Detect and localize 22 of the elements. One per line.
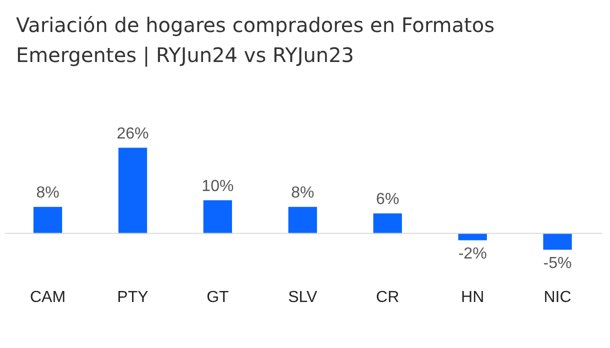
data-label: 8% — [36, 184, 60, 202]
x-tick-label: HN — [461, 288, 484, 306]
data-label: 6% — [376, 191, 400, 208]
bar — [288, 206, 317, 234]
bar — [373, 213, 402, 234]
x-tick-label: GT — [206, 288, 230, 306]
data-label: 8% — [291, 184, 314, 202]
x-tick-label: PTY — [117, 288, 149, 306]
x-tick-label: NIC — [544, 288, 572, 306]
chart-title: Variación de hogares compradores en Formatos Emergentes | RYJun24 vs RYJun23 — [16, 12, 496, 69]
bar — [33, 206, 62, 234]
data-label: 10% — [202, 178, 234, 196]
data-label: 26% — [116, 126, 149, 143]
bar — [203, 200, 232, 234]
data-label: -5% — [543, 255, 572, 272]
x-tick-label: SLV — [288, 288, 318, 306]
bar — [118, 148, 148, 234]
x-tick-label: CAM — [30, 288, 66, 306]
bar — [543, 233, 572, 250]
x-tick-label: CR — [376, 288, 400, 306]
bar — [458, 233, 487, 240]
data-label: -2% — [458, 245, 487, 262]
